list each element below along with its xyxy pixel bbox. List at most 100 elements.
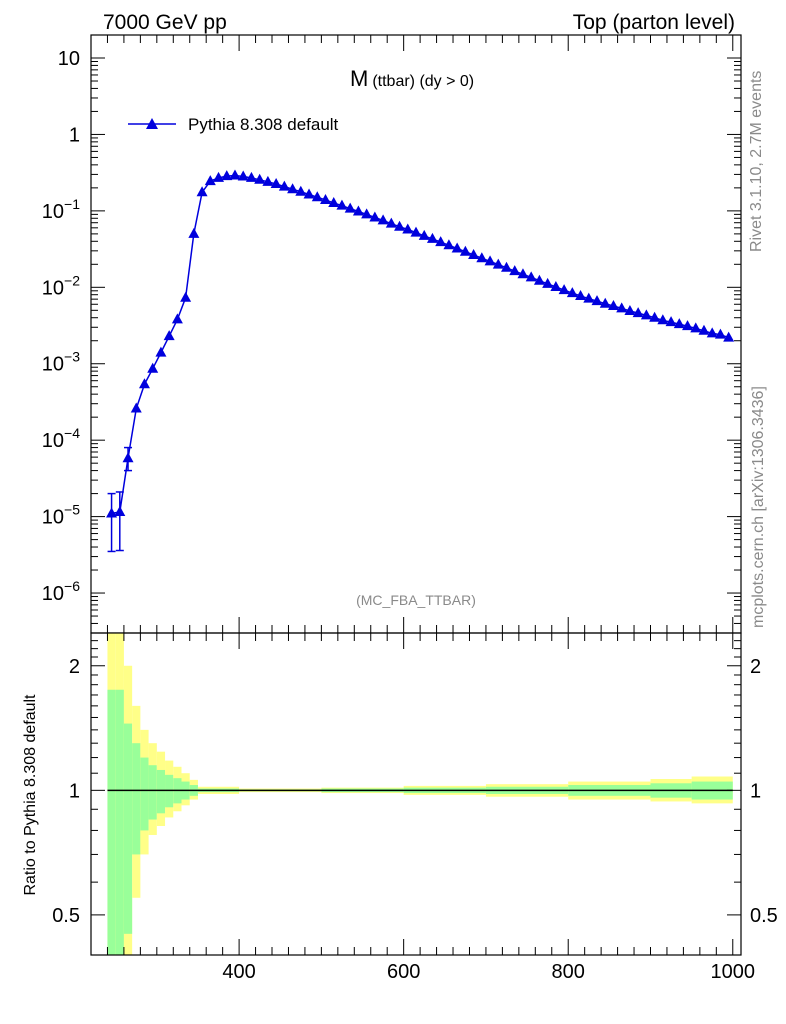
data-point <box>278 180 290 191</box>
legend-marker-triangle <box>146 118 158 129</box>
data-point <box>501 261 513 272</box>
data-point <box>237 170 249 181</box>
data-point <box>525 271 537 282</box>
inner-band-bin <box>107 689 116 955</box>
data-point <box>575 289 587 300</box>
data-point <box>303 188 315 199</box>
data-point <box>180 291 192 302</box>
data-point <box>106 507 118 518</box>
data-point <box>624 304 636 315</box>
data-point <box>533 274 545 285</box>
data-point <box>114 505 126 516</box>
y-tick-label: 10−2 <box>42 272 80 299</box>
x-tick-label: 600 <box>387 961 420 983</box>
data-point <box>698 324 710 335</box>
data-point <box>558 284 570 295</box>
data-point <box>213 171 225 182</box>
data-point <box>352 205 364 216</box>
data-point <box>542 277 554 288</box>
data-point <box>204 175 216 186</box>
inner-band-bin <box>115 689 124 955</box>
data-point <box>426 232 438 243</box>
data-point <box>583 292 595 303</box>
data-point <box>599 297 611 308</box>
data-point <box>459 245 471 256</box>
data-point <box>607 299 619 310</box>
data-point <box>270 177 282 188</box>
data-point <box>361 208 373 219</box>
data-point <box>418 229 430 240</box>
data-point <box>616 302 628 313</box>
data-point <box>468 248 480 259</box>
mcplots-label: mcplots.cern.ch [arXiv:1306.3436] <box>750 386 767 628</box>
y-tick-label: 10−3 <box>42 349 80 376</box>
data-point <box>122 452 134 463</box>
ratio-y-axis-label: Ratio to Pythia 8.308 default <box>22 694 39 896</box>
ratio-panel: 400 600 800 1000 2 2 1 1 0.5 0.5 <box>52 632 778 983</box>
data-point <box>229 169 241 180</box>
data-point <box>517 268 529 279</box>
inner-band-bin <box>156 769 166 814</box>
header-right: Top (parton level) <box>573 11 735 34</box>
data-point <box>443 239 455 250</box>
data-point <box>130 402 142 413</box>
data-point <box>328 196 340 207</box>
data-point <box>665 316 677 327</box>
ratio-y-tick-label-left: 2 <box>69 656 80 678</box>
y-tick-label: 10 <box>58 48 80 70</box>
data-point <box>295 185 307 196</box>
data-point <box>682 320 694 331</box>
x-tick-label: 400 <box>222 961 255 983</box>
data-point <box>171 313 183 324</box>
inner-band-bin <box>148 765 157 820</box>
data-point <box>435 236 447 247</box>
legend: Pythia 8.308 default <box>128 115 339 134</box>
data-point <box>138 378 150 389</box>
x-tick-label: 1000 <box>711 961 756 983</box>
data-point <box>155 346 167 357</box>
inner-band-bin <box>140 757 149 831</box>
data-point <box>147 362 159 373</box>
legend-entry: Pythia 8.308 default <box>188 115 339 134</box>
data-point <box>550 280 562 291</box>
main-title: M (ttbar) (dy > 0) <box>350 66 474 91</box>
data-point <box>394 220 406 231</box>
data-point <box>311 191 323 202</box>
ratio-y-tick-label-left: 0.5 <box>52 905 80 927</box>
data-point <box>706 327 718 338</box>
y-tick-label: 10−4 <box>42 425 80 452</box>
data-point <box>690 322 702 333</box>
y-tick-label: 10−5 <box>42 502 80 529</box>
data-point <box>673 318 685 329</box>
data-point <box>640 309 652 320</box>
data-point <box>476 252 488 263</box>
data-point <box>163 330 175 341</box>
main-panel: 10 1 10−1 10−2 10−3 10−4 10−5 10−6 <box>42 34 742 634</box>
ratio-y-tick-label-right: 2 <box>750 656 761 678</box>
data-point <box>566 287 578 298</box>
data-point <box>484 255 496 266</box>
data-point <box>591 295 603 306</box>
inner-band-bin <box>132 743 141 855</box>
data-point <box>657 314 669 325</box>
y-tick-label: 10−6 <box>42 578 80 605</box>
data-point <box>723 331 735 342</box>
data-point <box>649 311 661 322</box>
y-tick-label: 10−1 <box>42 196 80 223</box>
inner-band-bin <box>123 723 133 934</box>
data-point <box>344 202 356 213</box>
data-point <box>632 307 644 318</box>
data-point <box>188 227 200 238</box>
x-tick-label: 800 <box>552 961 585 983</box>
ratio-frame <box>90 632 742 956</box>
data-point <box>287 183 299 194</box>
ratio-y-tick-label-left: 1 <box>69 780 80 802</box>
data-point <box>402 223 414 234</box>
y-tick-label: 1 <box>69 124 80 146</box>
data-point <box>377 214 389 225</box>
data-point <box>492 258 504 269</box>
data-point <box>245 171 257 182</box>
data-point <box>319 193 331 204</box>
data-point <box>262 175 274 186</box>
